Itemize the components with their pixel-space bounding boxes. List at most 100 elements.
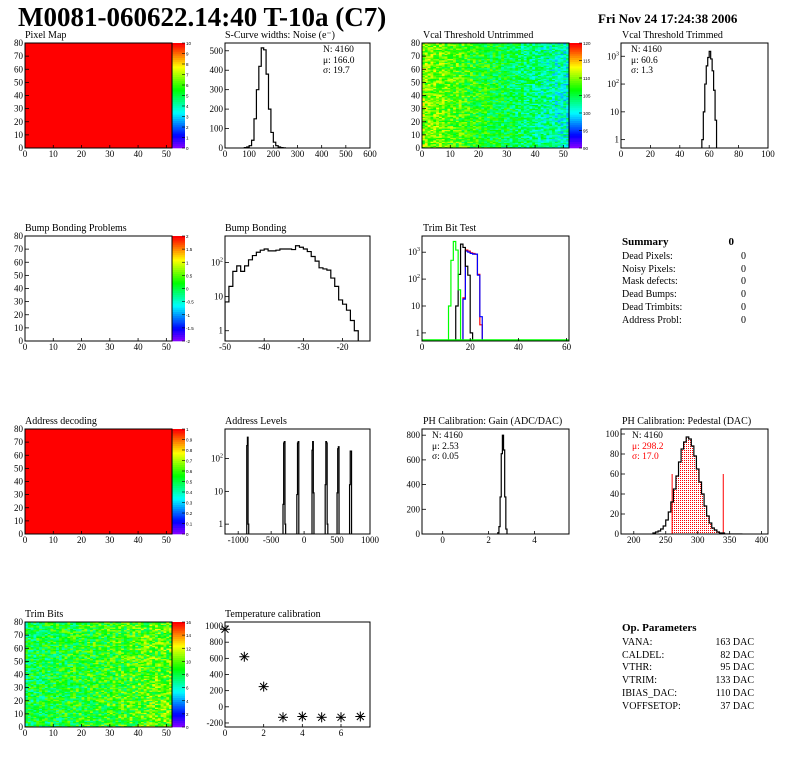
- heatmap-cell: [458, 144, 462, 146]
- heatmap-cell: [523, 134, 527, 137]
- heatmap-cell: [557, 123, 561, 125]
- heatmap-cell: [563, 109, 567, 112]
- heatmap-cell: [492, 99, 496, 102]
- heatmap-cell: [458, 46, 462, 49]
- heatmap-cell: [481, 64, 485, 66]
- heatmap-cell: [436, 106, 440, 108]
- heatmap-cell: [464, 62, 468, 65]
- heatmap-cell: [424, 128, 428, 130]
- heatmap-cell: [526, 134, 530, 137]
- heatmap-cell: [532, 113, 536, 116]
- heatmap-cell: [453, 73, 457, 75]
- heatmap-cell: [520, 136, 525, 138]
- heatmap-cell: [495, 129, 499, 132]
- heatmap-cell: [520, 66, 525, 69]
- heatmap-cell: [537, 54, 542, 57]
- heatmap-cell: [529, 145, 533, 147]
- heatmap-cell: [453, 60, 457, 62]
- heatmap-cell: [472, 77, 477, 79]
- heatmap-cell: [554, 48, 558, 50]
- heatmap-cell: [424, 108, 428, 111]
- heatmap-cell: [492, 43, 496, 45]
- heatmap-cell: [436, 117, 440, 120]
- heatmap-cell: [537, 137, 542, 140]
- heatmap-cell: [537, 129, 542, 132]
- heatmap-cell: [512, 141, 516, 144]
- heatmap-cell: [444, 94, 448, 96]
- heatmap-cell: [506, 121, 510, 124]
- heatmap-cell: [430, 90, 434, 92]
- heatmap-cell: [430, 134, 434, 137]
- heatmap-cell: [481, 115, 485, 117]
- heatmap-cell: [518, 77, 522, 79]
- heatmap-cell: [492, 128, 496, 130]
- heatmap-cell: [472, 60, 477, 62]
- heatmap-cell: [481, 74, 485, 77]
- heatmap-cell: [464, 138, 468, 141]
- heatmap-cell: [467, 104, 471, 107]
- heatmap-cell: [27, 694, 31, 696]
- heatmap-cell: [455, 53, 460, 56]
- heatmap-cell: [433, 67, 437, 70]
- heatmap-cell: [495, 48, 499, 50]
- heatmap-cell: [560, 146, 564, 148]
- heatmap-cell: [422, 123, 426, 125]
- heatmap-cell: [450, 130, 454, 133]
- heatmap-cell: [537, 78, 542, 81]
- heatmap-cell: [552, 44, 556, 46]
- y-tick-label: 30: [411, 104, 421, 114]
- heatmap-cell: [487, 74, 491, 77]
- heatmap-cell: [478, 74, 482, 77]
- heatmap-cell: [537, 138, 542, 141]
- heatmap-cell: [472, 144, 477, 146]
- heatmap-cell: [422, 113, 426, 116]
- colorbar-segment: [172, 496, 185, 499]
- colorbar-segment: [172, 445, 185, 449]
- heatmap-cell: [470, 106, 474, 108]
- heatmap-cell: [467, 137, 471, 140]
- heatmap-cell: [27, 673, 31, 675]
- heatmap-cell: [453, 140, 457, 142]
- heatmap-cell: [552, 49, 556, 52]
- heatmap-cell: [453, 95, 457, 98]
- heatmap-cell: [509, 141, 513, 144]
- heatmap-cell: [540, 140, 544, 142]
- heatmap-cell: [427, 65, 431, 67]
- heatmap-cell: [427, 142, 431, 145]
- heatmap-cell: [489, 54, 493, 57]
- heatmap-cell: [438, 129, 443, 132]
- heatmap-cell: [436, 71, 440, 74]
- heatmap-cell: [506, 90, 510, 92]
- heatmap-cell: [560, 92, 564, 95]
- x-tick-label: 0: [223, 149, 228, 159]
- heatmap-cell: [518, 65, 522, 67]
- heatmap-cell: [430, 82, 434, 84]
- heatmap-cell: [481, 134, 485, 137]
- heatmap-cell: [560, 85, 564, 87]
- heatmap-cell: [444, 54, 448, 57]
- heatmap-cell: [566, 115, 569, 117]
- heatmap-cell: [458, 56, 462, 58]
- heatmap-cell: [27, 709, 31, 712]
- heatmap-cell: [484, 142, 488, 145]
- colorbar-segment: [172, 118, 185, 121]
- heatmap-cell: [422, 66, 426, 69]
- heatmap-cell: [501, 127, 505, 129]
- colorbar-segment: [172, 529, 185, 533]
- heatmap-cell: [554, 102, 558, 104]
- heatmap-cell: [495, 107, 499, 109]
- heatmap-cell: [447, 130, 451, 133]
- heatmap-cell: [422, 67, 426, 70]
- colorbar-tick-label: 105: [583, 94, 591, 99]
- heatmap-cell: [535, 52, 539, 54]
- heatmap-cell: [520, 117, 525, 120]
- heatmap-cell: [478, 103, 482, 105]
- heatmap-cell: [441, 108, 445, 111]
- heatmap-cell: [458, 142, 462, 145]
- heatmap-cell: [492, 103, 496, 105]
- heatmap-cell: [492, 50, 496, 53]
- heatmap-cell: [27, 653, 31, 656]
- heatmap-cell: [27, 627, 31, 629]
- heatmap-cell: [566, 98, 569, 100]
